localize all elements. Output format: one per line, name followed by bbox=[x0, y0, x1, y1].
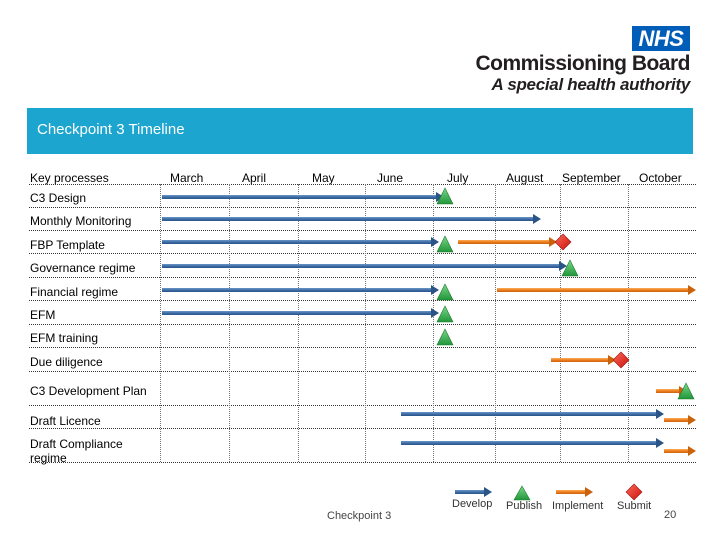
submit-milestone bbox=[554, 233, 572, 251]
implement-bar bbox=[664, 446, 696, 456]
grid-column-line bbox=[298, 184, 299, 462]
title-banner: Checkpoint 3 Timeline bbox=[27, 108, 693, 154]
row-label-efm: EFM bbox=[30, 308, 56, 322]
grid-line bbox=[29, 230, 696, 231]
grid-line bbox=[29, 277, 696, 278]
header-month: March bbox=[170, 171, 204, 185]
develop-bar bbox=[401, 438, 664, 448]
grid-column-line bbox=[628, 184, 629, 462]
develop-bar bbox=[162, 192, 444, 202]
header-key-processes: Key processes bbox=[30, 171, 109, 185]
page-number: 20 bbox=[664, 509, 677, 521]
grid-line bbox=[29, 300, 696, 301]
row-label-monthly-monitoring: Monthly Monitoring bbox=[30, 214, 132, 228]
legend-publish-triangle bbox=[513, 485, 531, 501]
header-month: September bbox=[562, 171, 621, 185]
grid-line bbox=[29, 371, 696, 372]
row-label-c3-design: C3 Design bbox=[30, 191, 87, 205]
logo-tagline: A special health authority bbox=[491, 75, 691, 94]
legend-implement-label: Implement bbox=[552, 500, 604, 512]
nhs-badge-text: NHS bbox=[638, 26, 684, 51]
grid-line bbox=[29, 184, 696, 185]
row-label-financial-regime: Financial regime bbox=[30, 285, 119, 299]
publish-milestone bbox=[436, 235, 454, 253]
logo-organisation-name: Commissioning Board bbox=[475, 52, 690, 75]
grid-line bbox=[29, 324, 696, 325]
publish-milestone bbox=[436, 328, 454, 346]
publish-milestone bbox=[436, 305, 454, 323]
header-month: May bbox=[312, 171, 335, 185]
grid-column-line bbox=[560, 184, 561, 462]
row-label-governance-regime: Governance regime bbox=[30, 261, 136, 275]
row-label-draft-compliance-regime: Draft Compliance regime bbox=[30, 437, 123, 465]
nhs-badge: NHS bbox=[632, 26, 690, 51]
header-month: October bbox=[639, 171, 682, 185]
implement-bar bbox=[458, 237, 557, 247]
row-label-line: Draft Compliance bbox=[30, 437, 123, 451]
legend-submit-label: Submit bbox=[617, 500, 652, 512]
grid-line bbox=[29, 428, 696, 429]
legend-submit-diamond bbox=[625, 483, 643, 501]
grid-column-line bbox=[433, 184, 434, 462]
grid-line bbox=[29, 347, 696, 348]
implement-bar bbox=[497, 285, 696, 295]
publish-milestone bbox=[436, 283, 454, 301]
row-label-efm-training: EFM training bbox=[30, 331, 99, 345]
develop-bar bbox=[401, 409, 664, 419]
publish-milestone bbox=[561, 259, 579, 277]
row-label-c3-development-plan: C3 Development Plan bbox=[30, 384, 147, 398]
submit-milestone bbox=[612, 351, 630, 369]
row-label-due-diligence: Due diligence bbox=[30, 355, 103, 369]
grid-column-line bbox=[495, 184, 496, 462]
legend-develop-arrow bbox=[455, 487, 492, 497]
grid-line bbox=[29, 207, 696, 208]
grid-column-line bbox=[160, 184, 161, 462]
develop-bar bbox=[162, 285, 439, 295]
publish-milestone bbox=[677, 382, 695, 400]
page-title: Checkpoint 3 Timeline bbox=[37, 121, 185, 138]
grid-line bbox=[29, 405, 696, 406]
implement-bar bbox=[656, 386, 687, 396]
grid-column-line bbox=[365, 184, 366, 462]
header-month: April bbox=[242, 171, 267, 185]
publish-milestone bbox=[436, 187, 454, 205]
grid-line bbox=[29, 253, 696, 254]
legend-publish-label: Publish bbox=[506, 500, 543, 512]
grid-line bbox=[29, 462, 696, 463]
row-label-line: regime bbox=[30, 451, 67, 465]
header-month: July bbox=[447, 171, 469, 185]
develop-bar bbox=[162, 214, 541, 224]
implement-bar bbox=[664, 415, 696, 425]
row-label-draft-licence: Draft Licence bbox=[30, 414, 101, 428]
header-month: June bbox=[377, 171, 404, 185]
grid-column-line bbox=[229, 184, 230, 462]
header-month: August bbox=[506, 171, 544, 185]
footer-title: Checkpoint 3 bbox=[327, 510, 392, 522]
row-label-fbp-template: FBP Template bbox=[30, 238, 105, 252]
develop-bar bbox=[162, 308, 439, 318]
develop-bar bbox=[162, 237, 439, 247]
nhs-logo: NHS Commissioning Board A special health… bbox=[475, 26, 696, 94]
legend-develop-label: Develop bbox=[452, 498, 493, 510]
legend-implement-arrow bbox=[556, 487, 593, 497]
